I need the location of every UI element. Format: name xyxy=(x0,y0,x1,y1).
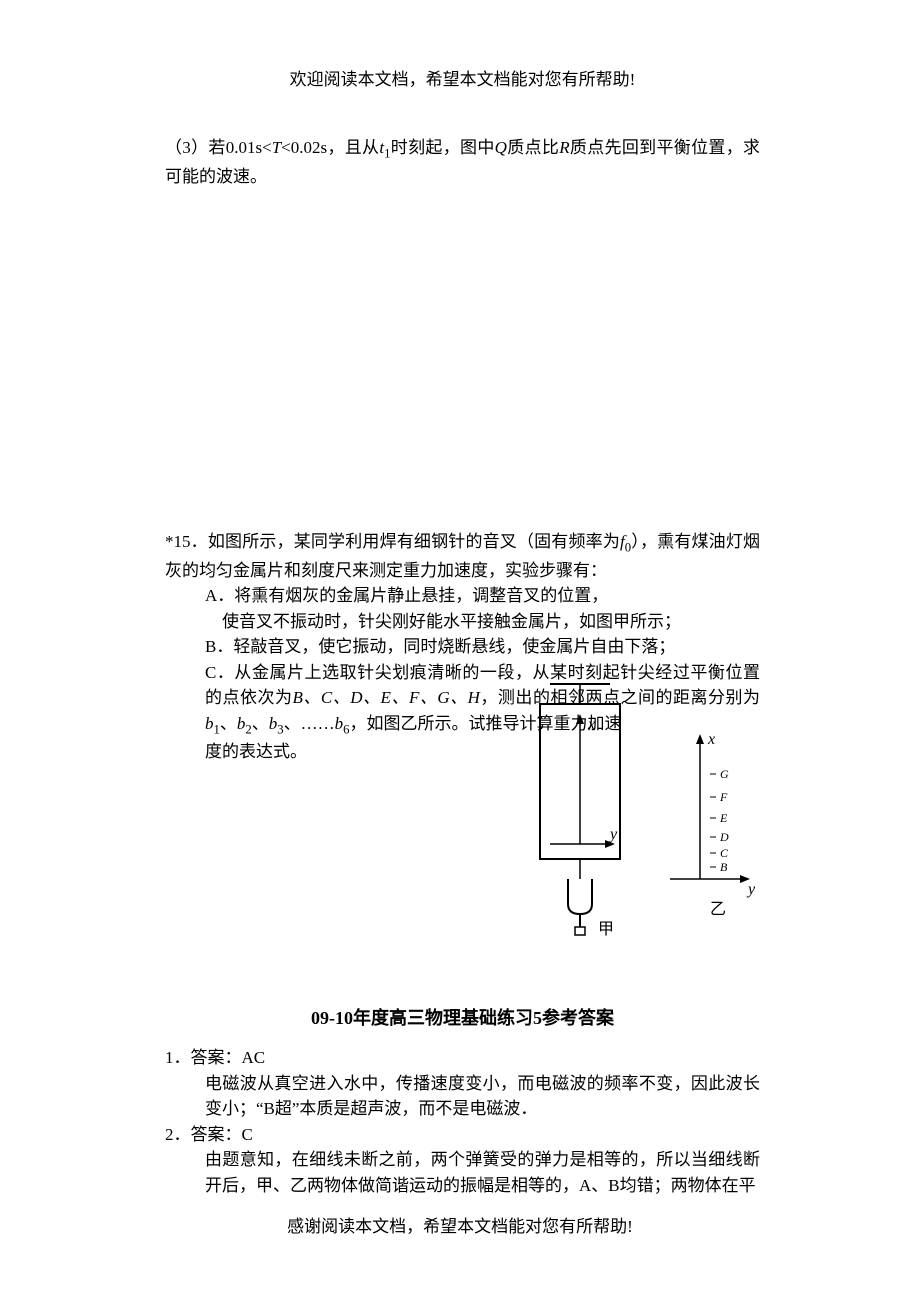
page-header: 欢迎阅读本文档，希望本文档能对您有所帮助! xyxy=(165,65,760,90)
svg-text:x: x xyxy=(587,716,595,733)
svg-text:C: C xyxy=(720,846,729,860)
answer-2-body: 由题意知，在细线未断之前，两个弹簧受的弹力是相等的，所以当细线断开后，甲、乙两物… xyxy=(205,1147,760,1198)
svg-text:D: D xyxy=(719,830,729,844)
q15-points: B、C、D、E、F、G、H xyxy=(293,688,480,707)
svg-text:y: y xyxy=(608,826,618,843)
answers-title: 09-10年度高三物理基础练习5参考答案 xyxy=(165,1004,760,1030)
svg-text:F: F xyxy=(719,790,728,804)
svg-text:E: E xyxy=(719,811,728,825)
q3-prefix: （3）若0.01s< xyxy=(165,138,272,157)
question-3: （3）若0.01s<T<0.02s，且从t1时刻起，图中Q质点比R质点先回到平衡… xyxy=(165,135,760,189)
q15-b6: b xyxy=(335,714,344,733)
question-15: *15．如图所示，某同学利用焊有细钢针的音叉（固有频率为f0），熏有煤油灯烟灰的… xyxy=(165,529,760,959)
answer-1-label: 1．答案：AC xyxy=(165,1045,760,1071)
q3-mid3: 质点比 xyxy=(507,138,559,157)
answer-1: 1．答案：AC 电磁波从真空进入水中，传播速度变小，而电磁波的频率不变，因此波长… xyxy=(165,1045,760,1122)
q3-T: T xyxy=(272,138,281,157)
q15-stepc-final: 度的表达式。 xyxy=(205,739,545,765)
q3-R: R xyxy=(559,138,569,157)
q15-s1: 1 xyxy=(214,722,220,736)
diagram-container: x y 甲 x y xyxy=(510,679,760,959)
q15-s3: 3 xyxy=(277,722,283,736)
svg-text:x: x xyxy=(707,731,715,748)
q3-Q: Q xyxy=(495,138,507,157)
svg-text:甲: 甲 xyxy=(598,921,614,938)
q3-mid2: 时刻起，图中 xyxy=(390,138,494,157)
q15-step-a2: 使音叉不振动时，针尖刚好能水平接触金属片，如图甲所示； xyxy=(222,609,760,635)
answer-2-label: 2．答案：C xyxy=(165,1122,760,1148)
physics-diagram: x y 甲 x y xyxy=(510,679,760,959)
answer-1-body: 电磁波从真空进入水中，传播速度变小，而电磁波的频率不变，因此波长变小；“B超”本… xyxy=(205,1071,760,1122)
q3-mid1: <0.02s，且从 xyxy=(281,138,379,157)
q15-s2: 2 xyxy=(245,722,251,736)
answer-2: 2．答案：C 由题意知，在细线未断之前，两个弹簧受的弹力是相等的，所以当细线断开… xyxy=(165,1122,760,1199)
q15-step-a: A．将熏有烟灰的金属片静止悬挂，调整音叉的位置， xyxy=(205,583,760,609)
q15-step-b: B．轻敲音叉，使它振动，同时烧断悬线，使金属片自由下落； xyxy=(205,634,760,660)
q15-b1: b xyxy=(205,714,214,733)
svg-text:G: G xyxy=(720,767,729,781)
q15-b3: b xyxy=(269,714,278,733)
svg-text:B: B xyxy=(720,860,728,874)
svg-text:乙: 乙 xyxy=(710,901,726,918)
page-footer: 感谢阅读本文档，希望本文档能对您有所帮助! xyxy=(0,1212,920,1237)
svg-text:y: y xyxy=(746,881,756,898)
q15-label: *15．如图所示，某同学利用焊有细钢针的音叉（固有频率为 xyxy=(165,532,620,551)
